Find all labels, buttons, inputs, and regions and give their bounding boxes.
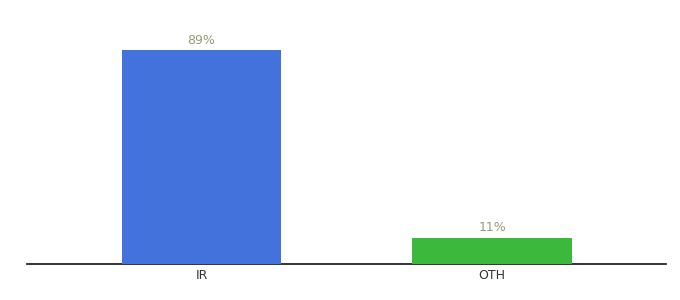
Bar	[122, 50, 282, 264]
Text: 89%: 89%	[188, 34, 216, 47]
Text: 11%: 11%	[478, 221, 506, 234]
Bar	[412, 238, 572, 264]
